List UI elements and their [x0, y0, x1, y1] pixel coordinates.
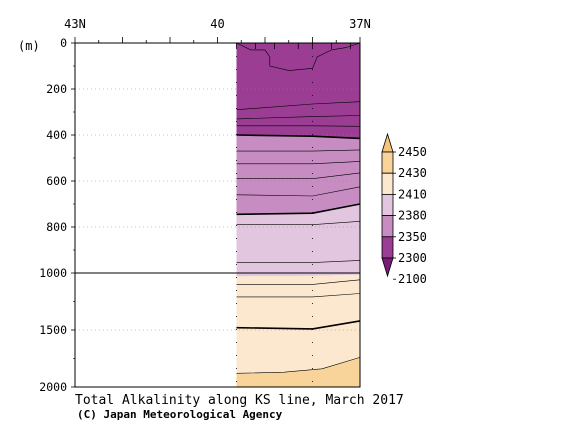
band-2380-2410 [236, 274, 360, 374]
contour-line-5 [236, 149, 361, 152]
colorbar-label-2410: 2410 [398, 187, 427, 201]
band-2350-2380 [236, 204, 360, 277]
contour-line-0 [236, 42, 361, 71]
contour-line-10 [236, 221, 361, 225]
contour-line-8 [236, 186, 361, 197]
contour-line-15 [236, 357, 361, 374]
y-tick-label-800: 800 [46, 220, 67, 234]
contour-line-11 [236, 260, 361, 263]
contour-line-13 [236, 293, 361, 298]
y-tick-label-400: 400 [46, 128, 67, 142]
colorbar-upper-triangle [381, 132, 394, 153]
y-tick-label-200: 200 [46, 82, 67, 96]
band-2410-2430 [236, 357, 360, 387]
axis-layer: 43N 40 37N 0 200 400 600 800 1000 1500 2000 [39, 17, 371, 394]
chart-title: Total Alkalinity along KS line, March 20… [75, 393, 404, 408]
contour-line-4 [236, 134, 361, 140]
colorbar-label-2380: 2380 [398, 209, 427, 223]
y-axis-unit-label: (m) [18, 39, 40, 53]
x-tick-label-40: 40 [210, 17, 224, 31]
y-tick-label-0: 0 [60, 36, 67, 50]
colorbar-segment-3 [381, 193, 394, 216]
copyright-credit: (C) Japan Meteorological Agency [77, 408, 283, 421]
colorbar-label-2350: 2350 [398, 230, 427, 244]
contour-line-7 [236, 172, 361, 179]
colorbar-segment-2 [381, 172, 394, 195]
contour-line-12 [236, 279, 361, 285]
y-tick-label-600: 600 [46, 174, 67, 188]
colorbar-legend: 2450 2430 2410 2380 2350 2300 2100 [381, 132, 427, 286]
contour-line-1 [236, 101, 361, 110]
y-tick-label-1500: 1500 [39, 323, 67, 337]
colorbar-label-2430: 2430 [398, 166, 427, 180]
y-tick-label-2000: 2000 [39, 380, 67, 394]
colorbar-label-2450: 2450 [398, 145, 427, 159]
colorbar-lower-triangle [381, 257, 394, 278]
colorbar-segment-1 [381, 151, 394, 174]
x-tick-label-43: 43N [64, 17, 86, 31]
colorbar-segment-4 [381, 215, 394, 238]
filled-band-layer [236, 43, 360, 387]
contour-line-3 [236, 125, 361, 127]
contour-line-14 [236, 320, 361, 330]
colorbar-label-2300: 2300 [398, 251, 427, 265]
y-tick-label-1000: 1000 [39, 266, 67, 280]
band-2100-2300 [236, 43, 360, 139]
contour-line-9 [236, 203, 361, 216]
x-tick-label-37: 37N [349, 17, 371, 31]
colorbar-label-2100: 2100 [398, 272, 427, 286]
station-marker-layer [236, 43, 351, 387]
contour-line-6 [236, 161, 361, 165]
contour-line-2 [236, 115, 361, 120]
band-2300-2350 [236, 135, 360, 215]
colorbar-segment-5 [381, 236, 394, 259]
contour-line-layer [236, 42, 361, 374]
